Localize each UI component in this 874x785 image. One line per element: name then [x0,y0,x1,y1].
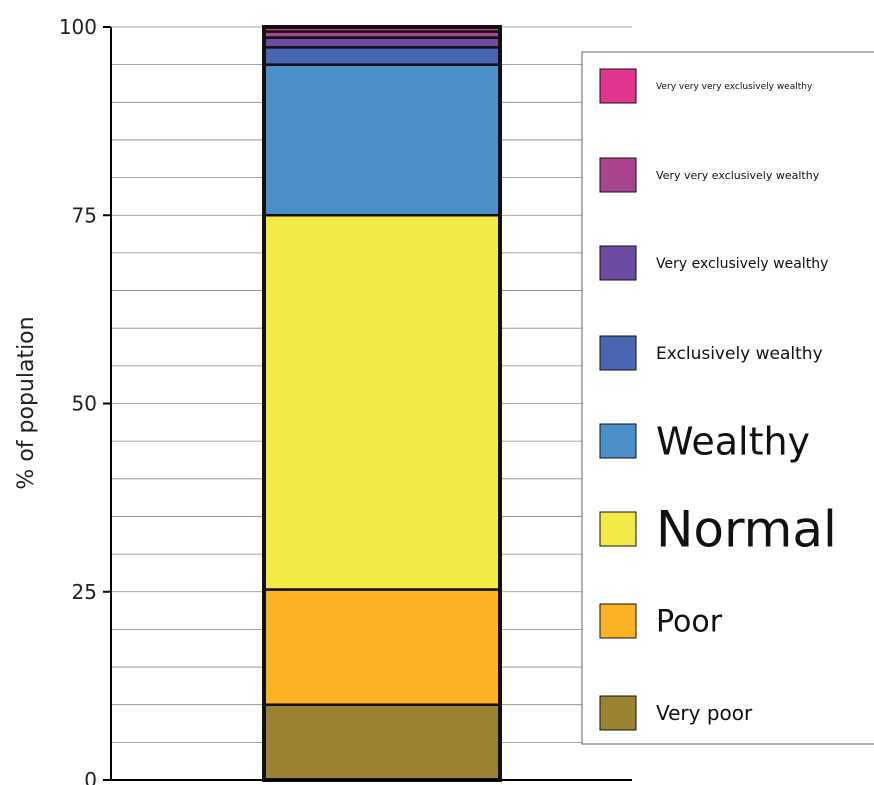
bar-segment-4 [262,46,502,66]
y-tick-label: 25 [72,580,97,604]
bar-segment-5 [262,36,502,49]
y-axis-label: % of population [14,316,39,489]
legend-label-7: Very poor [656,701,753,725]
legend-swatch-3 [599,335,637,371]
y-axis: 0 25 50 75 100 [59,15,632,785]
bar-segment-1 [262,588,502,706]
legend-swatch-0 [599,68,637,104]
y-tick-label: 100 [59,15,97,39]
legend-label-6: Poor [656,605,723,640]
y-tick-label: 50 [72,392,97,416]
legend-swatch-6 [599,603,637,639]
legend-swatch-4 [599,423,637,459]
bar-segment-0 [262,703,502,782]
legend-label-3: Exclusively wealthy [656,344,823,364]
legend-label-0: Very very very exclusively wealthy [656,82,813,92]
legend-label-1: Very very exclusively wealthy [656,169,820,182]
bar-segments [262,25,502,782]
legend-swatch-2 [599,245,637,281]
bar-segment-3 [262,63,502,217]
legend-swatch-7 [599,695,637,731]
legend-box [581,51,874,745]
legend-label-5: Normal [656,501,837,559]
bar-segment-2 [262,214,502,591]
legend: Very very very exclusively wealthy Very v… [581,51,874,745]
legend-swatch-5 [599,511,637,547]
legend-label-2: Very exclusively wealthy [656,256,828,272]
y-tick-label: 0 [84,768,97,785]
legend-label-4: Wealthy [656,419,810,463]
legend-swatch-1 [599,157,637,193]
y-tick-label: 75 [72,203,97,227]
